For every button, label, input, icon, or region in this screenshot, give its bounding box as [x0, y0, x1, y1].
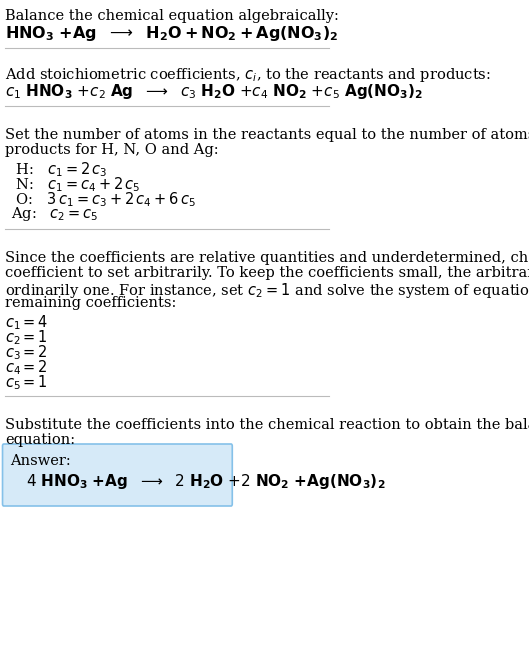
Text: Ag:   $c_2 = c_5$: Ag: $c_2 = c_5$	[11, 205, 99, 223]
Text: N:   $c_1 = c_4 + 2\, c_5$: N: $c_1 = c_4 + 2\, c_5$	[11, 175, 141, 193]
Text: remaining coefficients:: remaining coefficients:	[5, 296, 177, 310]
Text: H:   $c_1 = 2\, c_3$: H: $c_1 = 2\, c_3$	[11, 160, 108, 179]
Text: ordinarily one. For instance, set $c_2 = 1$ and solve the system of equations fo: ordinarily one. For instance, set $c_2 =…	[5, 281, 529, 300]
FancyBboxPatch shape	[3, 444, 232, 506]
Text: Answer:: Answer:	[10, 454, 71, 468]
Text: Balance the chemical equation algebraically:: Balance the chemical equation algebraica…	[5, 9, 339, 23]
Text: coefficient to set arbitrarily. To keep the coefficients small, the arbitrary va: coefficient to set arbitrarily. To keep …	[5, 266, 529, 280]
Text: $c_1$ $\mathbf{HNO_3}$ $+ c_2$ $\mathbf{Ag}$  $\longrightarrow$  $c_3$ $\mathbf{: $c_1$ $\mathbf{HNO_3}$ $+ c_2$ $\mathbf{…	[5, 82, 423, 101]
Text: $c_4 = 2$: $c_4 = 2$	[5, 358, 48, 377]
Text: Add stoichiometric coefficients, $c_i$, to the reactants and products:: Add stoichiometric coefficients, $c_i$, …	[5, 66, 491, 84]
Text: Since the coefficients are relative quantities and underdetermined, choose a: Since the coefficients are relative quan…	[5, 251, 529, 265]
Text: equation:: equation:	[5, 433, 75, 447]
Text: $c_2 = 1$: $c_2 = 1$	[5, 328, 48, 347]
Text: O:   $3\, c_1 = c_3 + 2\, c_4 + 6\, c_5$: O: $3\, c_1 = c_3 + 2\, c_4 + 6\, c_5$	[11, 190, 196, 209]
Text: $4$ $\mathbf{HNO_3}$ $\mathbf{+ Ag}$  $\longrightarrow$  $2$ $\mathbf{H_2O}$ $+ : $4$ $\mathbf{HNO_3}$ $\mathbf{+ Ag}$ $\l…	[26, 472, 386, 491]
Text: Set the number of atoms in the reactants equal to the number of atoms in the: Set the number of atoms in the reactants…	[5, 128, 529, 142]
Text: $c_1 = 4$: $c_1 = 4$	[5, 313, 49, 332]
Text: Substitute the coefficients into the chemical reaction to obtain the balanced: Substitute the coefficients into the che…	[5, 418, 529, 432]
Text: products for H, N, O and Ag:: products for H, N, O and Ag:	[5, 143, 218, 157]
Text: $\mathbf{HNO_3}$ $\mathbf{+ Ag}$  $\longrightarrow$  $\mathbf{H_2O + NO_2 + Ag(N: $\mathbf{HNO_3}$ $\mathbf{+ Ag}$ $\longr…	[5, 24, 339, 43]
Text: $c_5 = 1$: $c_5 = 1$	[5, 373, 48, 391]
Text: $c_3 = 2$: $c_3 = 2$	[5, 343, 48, 362]
